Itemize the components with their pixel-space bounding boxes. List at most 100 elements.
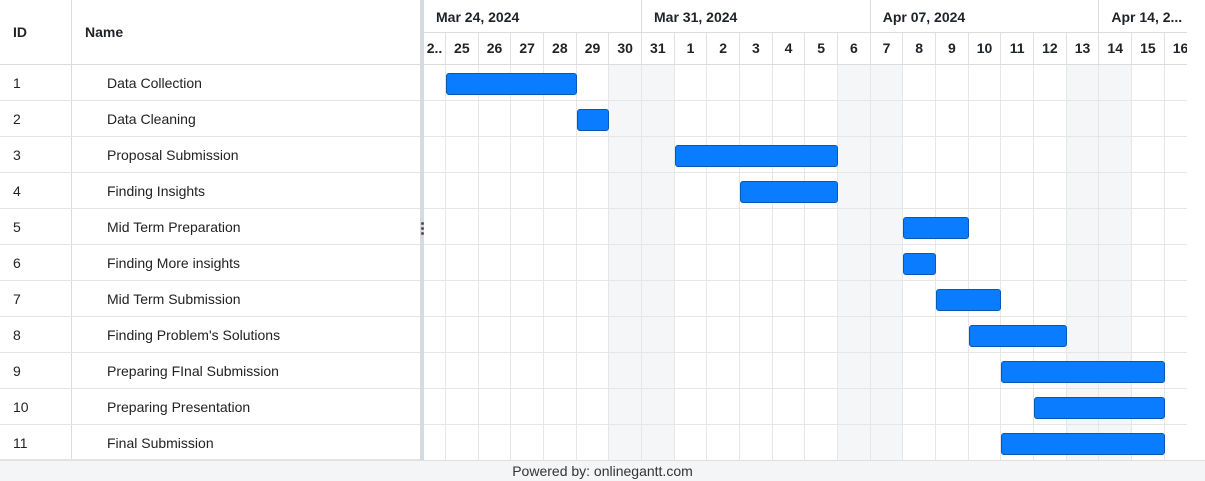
- day-header-cell: 28: [544, 33, 577, 64]
- grid-row-line: [424, 424, 1187, 425]
- grid-row-line: [424, 172, 1187, 173]
- task-id: 5: [13, 219, 21, 235]
- month-header-cell: Mar 31, 2024: [642, 0, 871, 33]
- task-name[interactable]: Preparing Presentation: [107, 399, 251, 415]
- grid-row-line: [424, 244, 1187, 245]
- day-header-cell: 2: [707, 33, 741, 64]
- task-name[interactable]: Proposal Submission: [107, 147, 239, 163]
- day-header-cell: 2..: [424, 33, 446, 64]
- day-header-cell: 8: [903, 33, 937, 64]
- day-column: [424, 65, 446, 460]
- day-column: [446, 65, 479, 460]
- table-row[interactable]: 1 Data Collection: [0, 65, 420, 101]
- day-header-cell: 10: [969, 33, 1002, 64]
- day-column: [1132, 65, 1165, 460]
- task-bar[interactable]: [1034, 397, 1165, 419]
- day-header-cell: 13: [1067, 33, 1100, 64]
- day-column: [544, 65, 577, 460]
- day-header-cell: 1: [675, 33, 708, 64]
- task-bar[interactable]: [968, 325, 1067, 347]
- day-column: [479, 65, 512, 460]
- task-id: 8: [13, 327, 21, 343]
- month-label: Apr 14, 2...: [1111, 9, 1183, 25]
- task-name[interactable]: Finding Problem's Solutions: [107, 327, 281, 343]
- task-bar[interactable]: [446, 73, 577, 95]
- splitter-drag-handle-icon[interactable]: [419, 222, 425, 238]
- grid-row-line: [424, 388, 1187, 389]
- table-row[interactable]: 10 Preparing Presentation: [0, 389, 420, 425]
- day-header-cell: 15: [1132, 33, 1165, 64]
- task-id: 7: [13, 291, 21, 307]
- day-column: [511, 65, 544, 460]
- day-column: [675, 65, 708, 460]
- task-bar[interactable]: [936, 289, 1002, 311]
- task-bar[interactable]: [903, 253, 937, 275]
- month-header-cell: Apr 14, 2...: [1099, 0, 1187, 33]
- task-id: 1: [13, 75, 21, 91]
- task-bar[interactable]: [674, 145, 839, 167]
- weekend-column: [1099, 65, 1133, 460]
- task-bar[interactable]: [903, 217, 969, 239]
- day-column: [805, 65, 839, 460]
- table-row[interactable]: 5 Mid Term Preparation: [0, 209, 420, 245]
- day-column: [577, 65, 610, 460]
- day-header-cell: 27: [511, 33, 544, 64]
- name-column-header[interactable]: Name: [85, 24, 124, 40]
- grid-row-line: [424, 316, 1187, 317]
- day-header-cell: 11: [1001, 33, 1035, 64]
- table-row[interactable]: 9 Preparing FInal Submission: [0, 353, 420, 389]
- table-header: ID Name: [0, 0, 420, 65]
- table-row[interactable]: 7 Mid Term Submission: [0, 281, 420, 317]
- month-header-cell: Apr 07, 2024: [871, 0, 1100, 33]
- task-name[interactable]: Mid Term Submission: [107, 291, 241, 307]
- weekend-column: [1066, 65, 1100, 460]
- day-header-cell: 3: [740, 33, 773, 64]
- table-row[interactable]: 6 Finding More insights: [0, 245, 420, 281]
- task-bar[interactable]: [1001, 433, 1165, 455]
- task-id: 6: [13, 255, 21, 271]
- month-label: Apr 07, 2024: [882, 9, 966, 25]
- task-name[interactable]: Mid Term Preparation: [107, 219, 241, 235]
- day-header-cell: 16: [1165, 33, 1187, 64]
- task-name[interactable]: Preparing FInal Submission: [107, 363, 279, 379]
- month-header-cell: Mar 24, 2024: [424, 0, 643, 33]
- task-name[interactable]: Finding More insights: [107, 255, 241, 271]
- task-bar[interactable]: [1001, 361, 1165, 383]
- task-table: ID Name 1 Data Collection 2 Data Cleaning 3 P…: [0, 0, 420, 460]
- weekend-column: [609, 65, 642, 460]
- task-bar[interactable]: [740, 181, 839, 203]
- weekend-column: [838, 65, 871, 460]
- day-header-cell: 9: [936, 33, 969, 64]
- pane-splitter[interactable]: [420, 0, 424, 460]
- day-column: [936, 65, 969, 460]
- task-name[interactable]: Final Submission: [107, 435, 214, 451]
- table-row[interactable]: 4 Finding Insights: [0, 173, 420, 209]
- grid-row-line: [424, 208, 1187, 209]
- table-row[interactable]: 8 Finding Problem's Solutions: [0, 317, 420, 353]
- task-bar[interactable]: [576, 109, 610, 131]
- day-column: [707, 65, 741, 460]
- task-id: 3: [13, 147, 21, 163]
- task-name[interactable]: Data Collection: [107, 75, 202, 91]
- task-name[interactable]: Data Cleaning: [107, 111, 196, 127]
- task-id: 2: [13, 111, 21, 127]
- gantt-chart: Mar 24, 2024 Mar 31, 2024 Apr 07, 2024 Apr …: [424, 0, 1187, 460]
- table-row[interactable]: 11 Final Submission: [0, 425, 420, 460]
- day-column: [740, 65, 773, 460]
- day-column: [969, 65, 1002, 460]
- day-column: [773, 65, 806, 460]
- task-id: 4: [13, 183, 21, 199]
- day-header-cell: 6: [838, 33, 871, 64]
- table-row[interactable]: 3 Proposal Submission: [0, 137, 420, 173]
- grid-row-line: [424, 280, 1187, 281]
- powered-by-text[interactable]: Powered by: onlinegantt.com: [512, 463, 693, 479]
- chart-right-edge: [1187, 0, 1205, 460]
- task-id: 10: [13, 399, 29, 415]
- task-name[interactable]: Finding Insights: [107, 183, 206, 199]
- table-row[interactable]: 2 Data Cleaning: [0, 101, 420, 137]
- day-header-cell: 29: [577, 33, 610, 64]
- weekend-column: [642, 65, 675, 460]
- id-column-header[interactable]: ID: [13, 24, 27, 40]
- day-header-cell: 4: [773, 33, 806, 64]
